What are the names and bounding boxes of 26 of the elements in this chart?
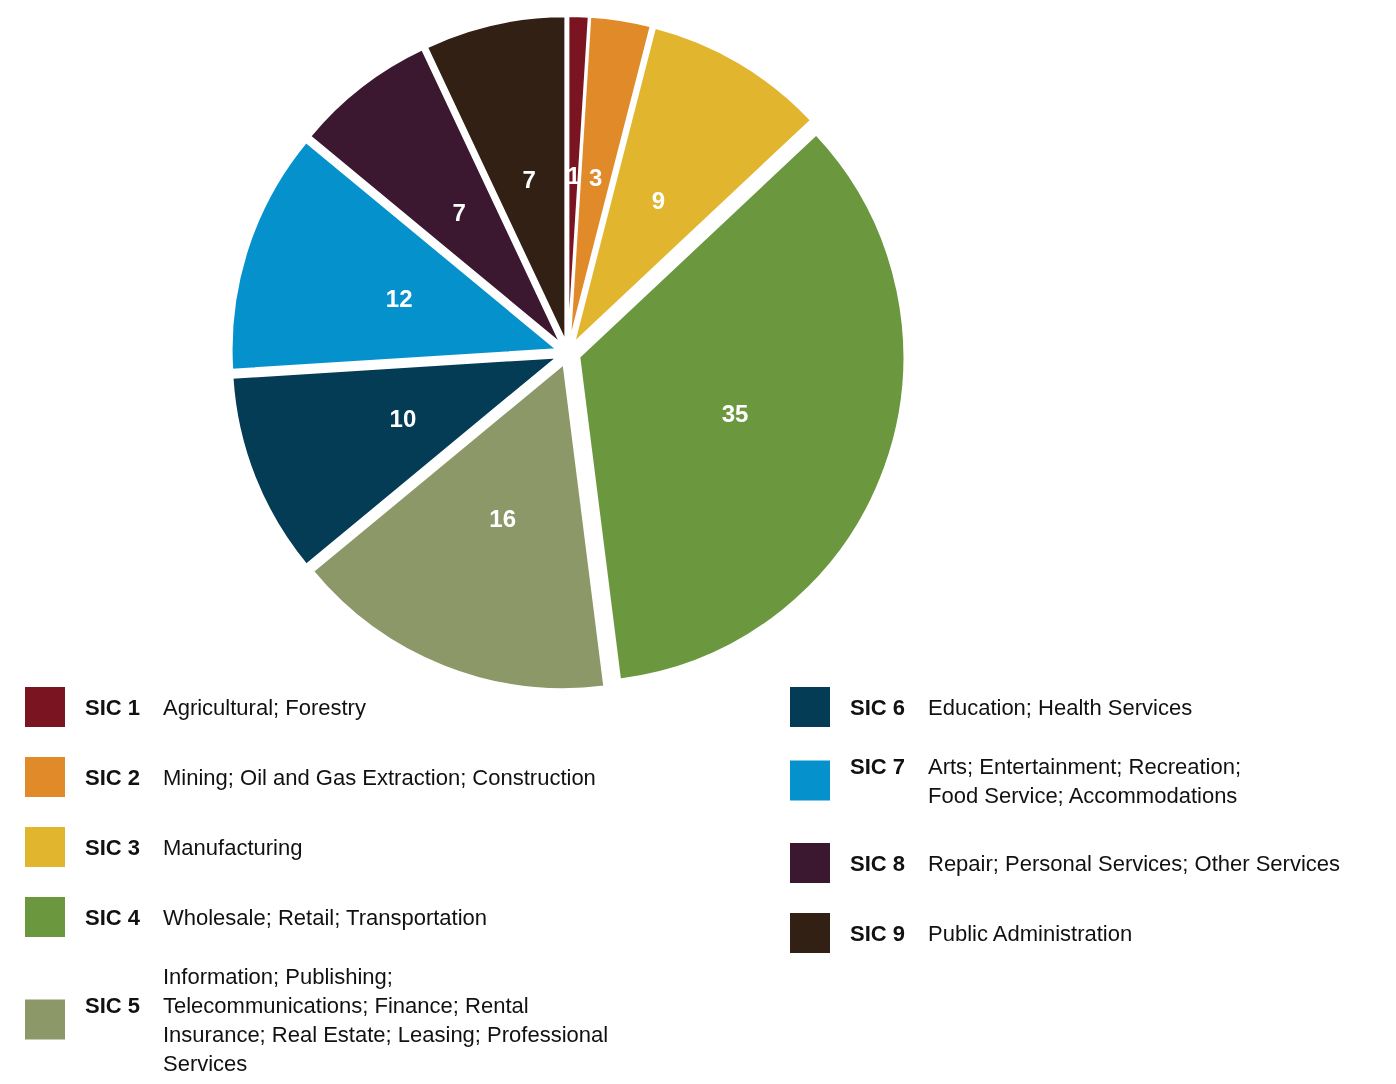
- data-label: 7: [452, 199, 466, 227]
- legend-label: SIC 3: [85, 834, 141, 860]
- text: Agricultural; Forestry: [163, 694, 366, 720]
- legend-label: SIC 4: [85, 904, 141, 930]
- data-label: 9: [651, 186, 666, 214]
- text: Mining; Oil and Gas Extraction; Construction: [163, 764, 596, 790]
- legend-label: SIC 8: [850, 850, 906, 876]
- legend-label: SIC 6: [850, 694, 906, 720]
- legend-label: SIC 9: [850, 920, 906, 946]
- text: Manufacturing: [163, 834, 303, 860]
- legend-label: SIC 5: [85, 992, 141, 1018]
- text: Wholesale; Retail; Transportation: [163, 904, 488, 930]
- data-label: 16: [489, 504, 517, 532]
- text: Information; Publishing; Telecommunications; Finance; Rental Insurance; Real Estate; Leasing; Professional Services: [163, 963, 609, 1076]
- data-label: 7: [522, 166, 536, 194]
- text: Public Administration: [928, 920, 1133, 946]
- legend-label: SIC 2: [85, 764, 141, 790]
- data-label: 3: [589, 164, 603, 192]
- legend-label: SIC 7: [850, 753, 906, 779]
- legend-label: SIC 1: [85, 694, 141, 720]
- text: Repair; Personal Services; Other Services: [928, 850, 1341, 876]
- data-label: 12: [385, 284, 413, 312]
- data-label: 35: [721, 399, 749, 427]
- text: Education; Health Services: [928, 694, 1193, 720]
- data-label: 10: [389, 404, 417, 432]
- text: Arts; Entertainment; Recreation; Food Service; Accommodations: [928, 753, 1242, 808]
